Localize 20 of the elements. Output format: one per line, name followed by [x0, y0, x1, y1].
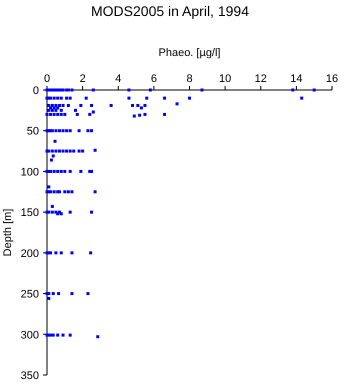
x-tick-label: 6 — [150, 73, 157, 85]
x-tick-label: 0 — [44, 73, 50, 85]
y-tick-label: 350 — [20, 370, 39, 382]
x-tick-label: 16 — [326, 73, 338, 85]
x-axis-title: Phaeo. [µg/l] — [158, 47, 220, 59]
chart-title: MODS2005 in April, 1994 — [91, 3, 250, 19]
x-tick-label: 2 — [80, 73, 86, 85]
y-tick-label: 300 — [20, 329, 39, 342]
y-tick-label: 200 — [20, 248, 39, 260]
x-tick-label: 10 — [219, 73, 232, 85]
y-tick-label: 150 — [20, 207, 39, 220]
x-tick-label: 4 — [115, 73, 122, 85]
y-tick-label: 0 — [32, 85, 39, 97]
y-tick-label: 250 — [20, 288, 39, 301]
y-tick-label: 50 — [26, 126, 39, 138]
y-tick-label: 100 — [20, 166, 39, 178]
x-tick-label: 14 — [290, 73, 302, 85]
x-tick-label: 8 — [186, 73, 193, 85]
x-tick-label: 12 — [254, 73, 267, 85]
y-axis-title: Depth [m] — [2, 208, 14, 256]
